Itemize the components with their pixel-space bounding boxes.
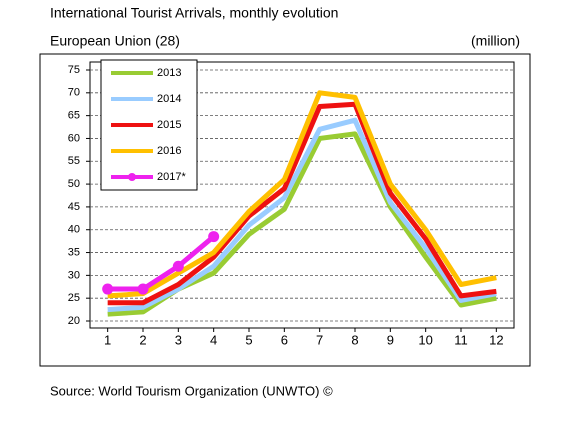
y-tick-label: 35: [68, 246, 80, 258]
series-line: [107, 90, 497, 299]
legend-label: 2017*: [157, 171, 186, 183]
x-tick-label: 4: [210, 332, 217, 347]
y-tick-label: 45: [68, 201, 80, 213]
source: Source: World Tourism Organization (UNWT…: [50, 383, 333, 398]
x-tick-label: 2: [139, 332, 146, 347]
x-tick-label: 9: [387, 332, 394, 347]
y-tick-label: 75: [68, 64, 80, 76]
legend-label: 2014: [157, 93, 181, 105]
x-tick-label: 5: [245, 332, 252, 347]
plot-frame: [89, 61, 515, 329]
y-tick-label: 40: [68, 224, 80, 236]
x-tick-label: 8: [351, 332, 358, 347]
x-tick-label: 6: [281, 332, 288, 347]
legend-marker: [128, 173, 136, 181]
series-line: [107, 101, 497, 306]
x-tick-label: 10: [418, 332, 432, 347]
legend-label: 2015: [157, 119, 181, 131]
y-tick-label: 20: [68, 315, 80, 327]
point-marker: [102, 283, 114, 295]
point-marker: [172, 260, 184, 272]
y-tick-label: 25: [68, 292, 80, 304]
y-tick-label: 30: [68, 269, 80, 281]
series-line: [107, 117, 497, 313]
y-tick-label: 70: [68, 87, 80, 99]
x-tick-label: 7: [316, 332, 323, 347]
series-line: [107, 234, 216, 292]
outer-frame: [39, 53, 531, 367]
legend-label: 2016: [157, 145, 181, 157]
x-tick-label: 3: [175, 332, 182, 347]
point-marker: [137, 283, 149, 295]
legend-label: 2013: [157, 67, 181, 79]
y-tick-label: 60: [68, 132, 80, 144]
chart-title: International Tourist Arrivals, monthly …: [50, 5, 338, 21]
x-tick-label: 1: [104, 332, 111, 347]
unit-label: (million): [471, 33, 520, 49]
point-marker: [208, 231, 220, 243]
y-tick-label: 65: [68, 110, 80, 122]
y-tick-label: 50: [68, 178, 80, 190]
x-tick-label: 11: [454, 332, 468, 347]
y-tick-label: 55: [68, 155, 80, 167]
chart-subtitle: European Union (28): [50, 33, 180, 49]
x-tick-label: 12: [489, 332, 503, 347]
